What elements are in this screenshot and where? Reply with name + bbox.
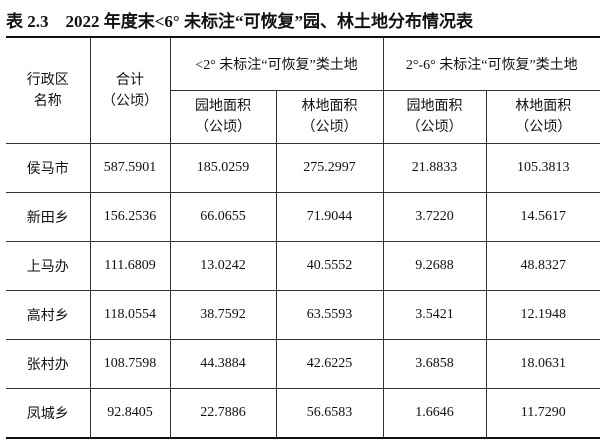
value-cell: 66.0655: [169, 192, 277, 242]
header-line: 行政区: [26, 72, 69, 88]
value-cell: 71.9044: [275, 192, 384, 242]
header-line: （公顷）: [406, 120, 463, 135]
value-cell: 14.5617: [485, 192, 601, 242]
value-cell: 587.5901: [89, 143, 171, 193]
value-cell: 108.7598: [89, 339, 171, 389]
value-cell: 13.0242: [169, 241, 277, 291]
value-cell: 156.2536: [89, 192, 171, 242]
value-cell: 12.1948: [485, 290, 601, 340]
header-line: 林地面积: [301, 99, 358, 114]
value-cell: 42.6225: [275, 339, 384, 389]
value-cell: 38.7592: [169, 290, 277, 340]
value-cell: 48.8327: [485, 241, 601, 291]
value-cell: 275.2997: [275, 143, 384, 193]
header-cell: 行政区 名称: [6, 36, 91, 144]
name-cell: 上马办: [6, 241, 91, 291]
group-header: <2° 未标注“可恢复”类土地: [169, 36, 384, 91]
table-row: 凤城乡 92.8405 22.7886 56.6583 1.6646 11.7290: [6, 388, 601, 439]
name-cell: 高村乡: [6, 290, 91, 340]
value-cell: 22.7886: [169, 388, 277, 439]
value-cell: 3.7220: [382, 192, 487, 242]
value-cell: 9.2688: [382, 241, 487, 291]
value-cell: 1.6646: [382, 388, 487, 439]
value-cell: 44.3884: [169, 339, 277, 389]
table-row: 新田乡 156.2536 66.0655 71.9044 3.7220 14.5617: [6, 192, 601, 242]
header-line: 园地面积: [406, 99, 463, 114]
value-cell: 92.8405: [89, 388, 171, 439]
header-cell: 林地面积 （公顷）: [485, 90, 601, 144]
header-line: （公顷）: [102, 93, 158, 109]
header-line: （公顷）: [515, 120, 572, 135]
header-cell: 园地面积 （公顷）: [382, 90, 487, 144]
value-cell: 40.5552: [275, 241, 384, 291]
group-header: 2°-6° 未标注“可恢复”类土地: [382, 36, 601, 91]
name-cell: 张村办: [6, 339, 91, 389]
header-cell: 林地面积 （公顷）: [275, 90, 384, 144]
table-title: 表 2.3 2022 年度末<6° 未标注“可恢复”园、林土地分布情况表: [6, 12, 473, 31]
value-cell: 3.6858: [382, 339, 487, 389]
data-table: 行政区名称 合计 （公顷） <2° 未标注“可恢复”类土地 2°-6° 未标注“可恢复”…: [6, 36, 601, 439]
name-cell: 新田乡: [6, 192, 91, 242]
header-cell: 园地面积 （公顷）: [170, 90, 277, 144]
table-row: 高村乡 118.0554 38.7592 63.5593 3.5421 12.1948: [6, 290, 601, 340]
header-line: 园地面积: [195, 99, 251, 114]
table-row: 上马办 111.6809 13.0242 40.5552 9.2688 48.8327: [6, 241, 601, 291]
header-line: （公顷）: [195, 120, 251, 135]
value-cell: 111.6809: [89, 241, 171, 291]
header-line: 合计: [116, 72, 144, 88]
table-row: 侯马市 587.5901 185.0259 275.2997 21.8833 105.38…: [6, 143, 601, 193]
value-cell: 3.5421: [382, 290, 487, 340]
name-cell: 侯马市: [6, 143, 91, 193]
value-cell: 56.6583: [275, 388, 384, 439]
header-line: 林地面积: [515, 99, 572, 114]
header-cell: 合计 （公顷）: [89, 36, 171, 144]
table-row: 张村办 108.7598 44.3884 42.6225 3.6858 18.0631: [6, 339, 601, 389]
header-row: 行政区名称 合计 （公顷） <2° 未标注“可恢复”类土地 2°-6° 未标注“可恢复”…: [6, 36, 601, 144]
value-cell: 21.8833: [382, 143, 487, 193]
value-cell: 63.5593: [275, 290, 384, 340]
name-cell: 凤城乡: [6, 388, 91, 439]
value-cell: 105.3813: [485, 143, 601, 193]
value-cell: 118.0554: [89, 290, 171, 340]
header-line: （公顷）: [301, 120, 358, 135]
header-line: 名称: [33, 93, 62, 109]
value-cell: 185.0259: [169, 143, 277, 193]
header-row: 园地面积 （公顷） 林地面积 （公顷） 园地面积 （公顷） 林地面积 （公顷）: [6, 90, 601, 144]
value-cell: 18.0631: [485, 339, 601, 389]
value-cell: 11.7290: [485, 388, 601, 439]
